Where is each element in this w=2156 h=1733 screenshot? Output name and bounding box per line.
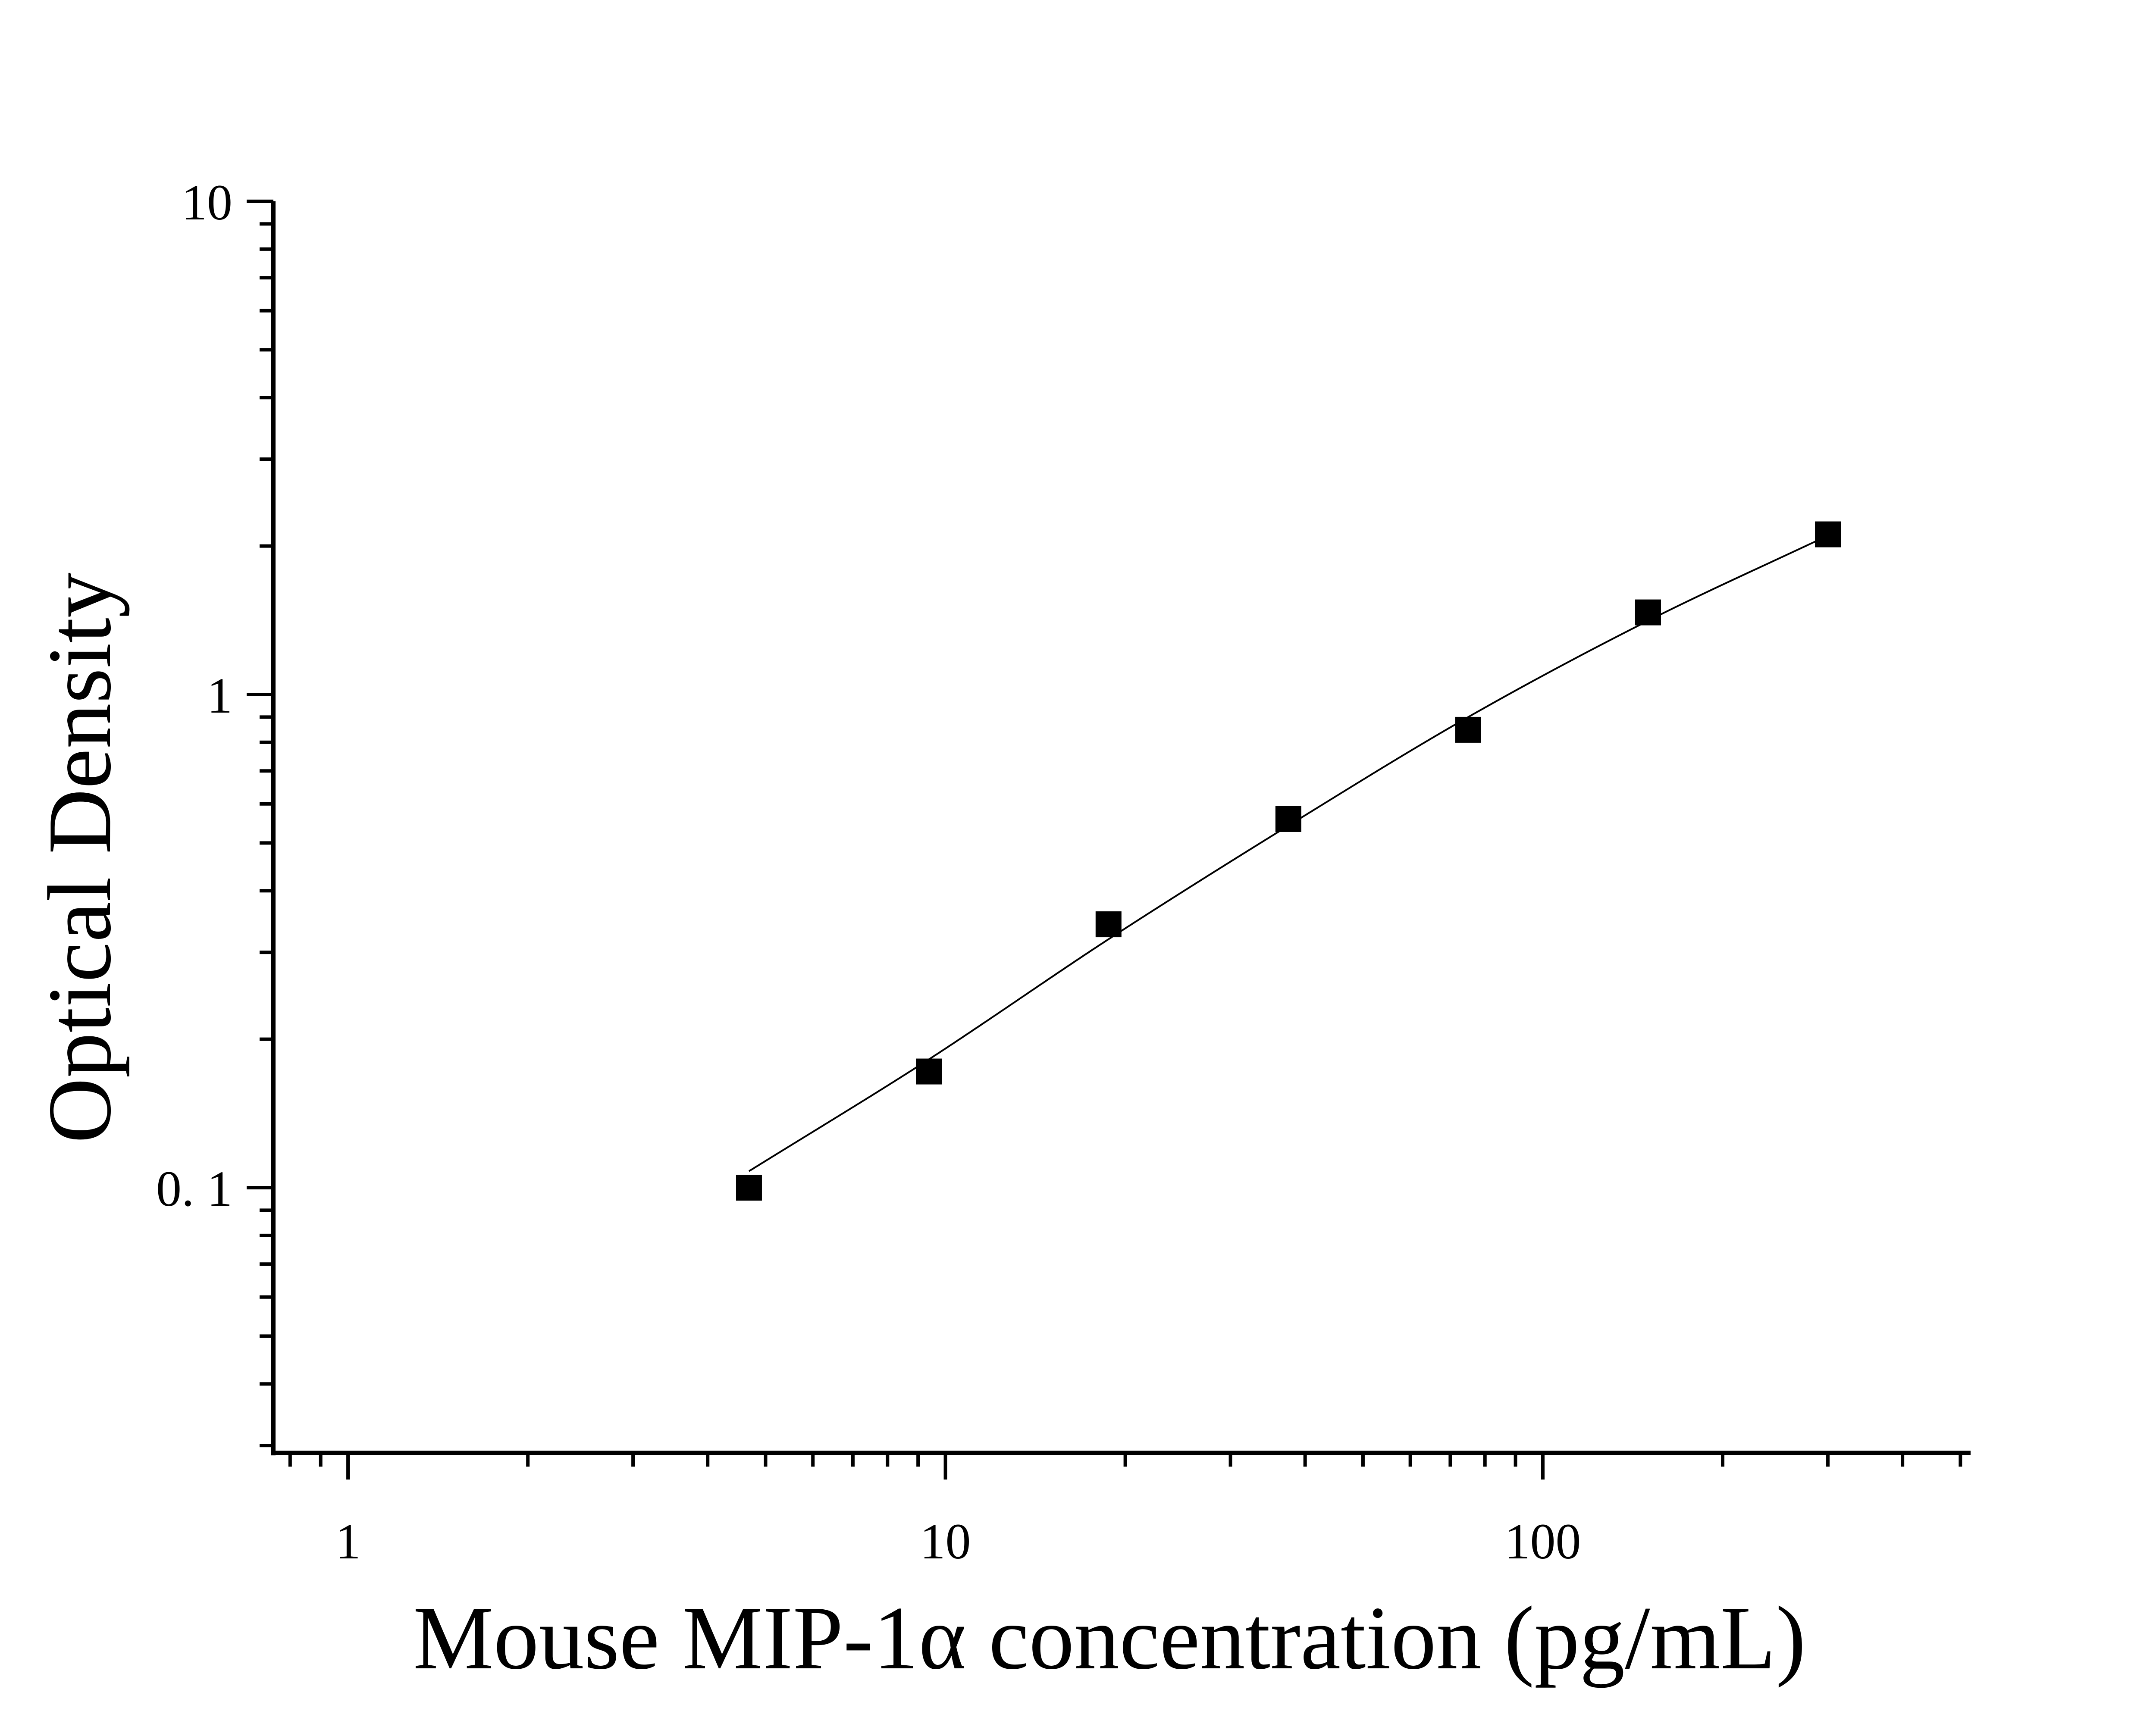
data-points-layer (736, 521, 1841, 1201)
x-tick-label: 1 (335, 1513, 361, 1570)
data-point (1455, 716, 1481, 743)
data-point (916, 1058, 942, 1085)
y-tick-label: 0. 1 (156, 1161, 232, 1217)
y-tick-label: 1 (207, 667, 232, 724)
data-point (1815, 521, 1841, 547)
y-axis-label: Optical Density (30, 572, 130, 1143)
x-tick-label: 10 (920, 1513, 971, 1570)
axes: 1 10 100 0. 1 1 10 (156, 174, 1971, 1570)
x-axis-label: Mouse MIP-1α concentration (pg/mL) (413, 1588, 1806, 1688)
data-point (1095, 911, 1122, 938)
y-tick-label: 10 (182, 174, 232, 231)
data-point (736, 1174, 762, 1201)
x-tick-label: 100 (1505, 1513, 1581, 1570)
data-point (1275, 806, 1301, 832)
data-point (1635, 599, 1661, 626)
